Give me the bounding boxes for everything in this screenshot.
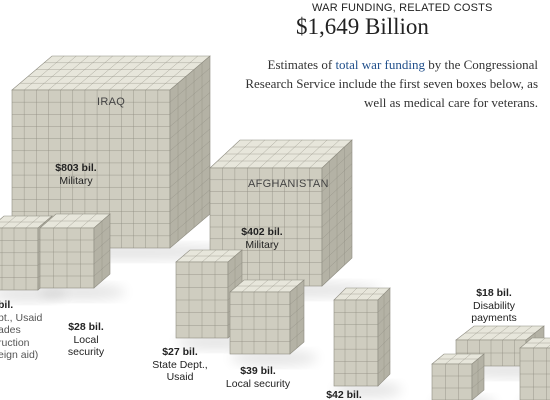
amount-afghan-local-security: $39 bil. <box>240 365 276 377</box>
desc-iraq-state-1: pt., Usaid <box>0 311 43 324</box>
amount-iraq-military: $803 bil. <box>55 162 97 174</box>
label-afghan-state: $27 bil. State Dept., Usaid <box>148 346 212 384</box>
desc-iraq-local-2: security <box>67 346 105 358</box>
label-afghan-local-security: $39 bil. Local security <box>220 365 296 390</box>
desc-iraq-state-2: ades <box>0 324 21 336</box>
label-afghan-military: $402 bil. Military <box>236 226 288 251</box>
description-start: Estimates of <box>267 57 336 72</box>
description: Estimates of total war funding by the Co… <box>238 55 538 112</box>
desc-iraq-local-1: Local <box>73 333 99 346</box>
description-end: by the Congressional Research Service in… <box>245 57 538 110</box>
region-label-afghanistan: AFGHANISTAN <box>248 178 329 190</box>
kicker-title: WAR FUNDING, RELATED COSTS <box>312 2 493 14</box>
cube-afghan-other <box>333 287 402 398</box>
label-afghan-other: $42 bil. <box>318 389 370 400</box>
amount-afghan-other: $42 bil. <box>326 389 362 400</box>
desc-afghan-local: Local security <box>225 377 291 390</box>
desc-afghan-state-1: State Dept., <box>152 358 208 371</box>
amount-iraq-local-security: $28 bil. <box>68 321 104 333</box>
desc-afghan-military: Military <box>245 238 279 251</box>
desc-afghan-state-2: Usaid <box>166 371 194 383</box>
cube-veterans-b <box>519 337 550 400</box>
amount-disability: $18 bil. <box>476 287 512 299</box>
desc-iraq-military: Military <box>59 174 93 187</box>
amount-afghan-military: $402 bil. <box>241 226 283 238</box>
label-iraq-military: $803 bil. Military <box>50 162 102 187</box>
label-disability: $18 bil. Disability payments <box>464 287 524 325</box>
desc-iraq-state-3: ruction <box>0 336 30 349</box>
cube-afghan-military <box>209 139 382 298</box>
label-iraq-local-security: $28 bil. Local security <box>60 321 112 359</box>
amount-iraq-state: bil. <box>0 299 14 311</box>
region-label-iraq: IRAQ <box>97 96 126 108</box>
cube-veterans-a <box>431 353 492 400</box>
total-war-funding-link[interactable]: total war funding <box>335 57 425 72</box>
desc-disability-1: Disability <box>472 299 515 312</box>
desc-disability-2: payments <box>471 312 517 324</box>
cube-iraq-local-security <box>39 213 126 300</box>
desc-iraq-state-4: eign aid) <box>0 349 39 361</box>
total-amount: $1,649 Billion <box>296 14 429 39</box>
label-iraq-state: bil. pt., Usaid ades ruction eign aid) <box>0 299 44 362</box>
amount-afghan-state: $27 bil. <box>162 346 198 358</box>
cube-afghan-local-security <box>229 279 318 366</box>
